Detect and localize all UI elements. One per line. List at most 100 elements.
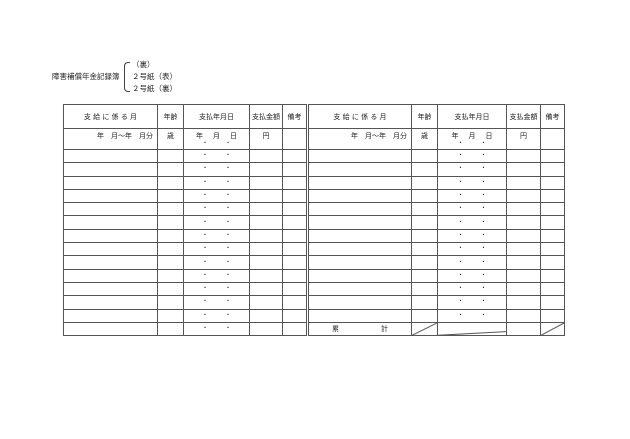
amount-cell xyxy=(249,308,283,323)
pay-date-cell: ・・ xyxy=(437,162,507,177)
month-cell xyxy=(306,148,412,164)
date-dot: ・ xyxy=(225,271,232,279)
date-dot: ・ xyxy=(225,192,232,200)
month-cell xyxy=(306,295,412,310)
remarks-cell xyxy=(540,295,565,310)
caption-item: ２号紙（裏） xyxy=(132,84,177,93)
remarks-cell xyxy=(540,255,565,270)
amount-cell xyxy=(249,188,283,204)
unit-amount: 円 xyxy=(506,128,541,150)
amount-cell xyxy=(249,215,283,230)
pay-date-cell: ・・ xyxy=(437,308,507,323)
pay-date-cell: ・・ xyxy=(183,202,250,217)
diagonal-strike xyxy=(412,323,437,335)
remarks-cell xyxy=(540,128,565,150)
pay-date-cell: ・・ xyxy=(183,188,250,204)
date-dot: ・ xyxy=(225,231,232,239)
pay-date-cell: ・・ xyxy=(183,228,250,244)
caption-title: 障害補償年金記録簿 xyxy=(52,72,120,81)
amount-cell xyxy=(506,255,541,270)
age-total-strike xyxy=(411,321,438,337)
date-dot: ・ xyxy=(225,140,232,147)
amount-cell xyxy=(506,175,541,190)
table-row: ・・・・ xyxy=(63,175,565,190)
date-dot: ・ xyxy=(480,165,487,173)
month-cell xyxy=(306,175,412,190)
unit-age: 歳 xyxy=(157,128,184,150)
date-dot: ・ xyxy=(201,192,208,200)
date-dot: ・ xyxy=(480,271,487,279)
remarks-cell xyxy=(282,148,308,164)
remarks-cell xyxy=(540,242,565,257)
date-dot: ・ xyxy=(457,298,464,306)
remarks-cell xyxy=(282,242,308,257)
header-remarks: 備考 xyxy=(282,104,308,129)
month-cell xyxy=(306,281,412,297)
remarks-cell xyxy=(282,188,308,204)
pay-date-cell: ・・ xyxy=(437,268,507,283)
table-row: ・・・・ xyxy=(63,242,565,257)
date-dot: ・ xyxy=(480,205,487,213)
date-dot: ・ xyxy=(225,218,232,226)
date-dot: ・ xyxy=(480,218,487,226)
amount-cell xyxy=(506,202,541,217)
date-dot: ・ xyxy=(201,140,208,147)
table-row: ・・・・ xyxy=(63,215,565,230)
header-month: 支 給 に 係 る 月 xyxy=(306,104,412,129)
date-dot: ・ xyxy=(457,178,464,186)
date-dot: ・ xyxy=(201,271,208,279)
amount-cell xyxy=(249,202,283,217)
month-cell xyxy=(63,188,158,204)
amount-cell xyxy=(249,281,283,297)
age-cell xyxy=(157,268,184,283)
month-cell xyxy=(63,281,158,297)
amount-cell xyxy=(506,188,541,204)
age-cell xyxy=(157,188,184,204)
brace xyxy=(124,62,130,92)
age-cell xyxy=(157,255,184,270)
remarks-cell xyxy=(282,281,308,297)
amount-cell xyxy=(506,281,541,297)
age-cell xyxy=(411,281,438,297)
diagonal-strike xyxy=(541,323,564,335)
date-dot: ・ xyxy=(457,152,464,160)
remarks-cell xyxy=(540,228,565,244)
unit-date-part: 月 xyxy=(468,132,476,140)
date-dot: ・ xyxy=(225,152,232,160)
pay-date-cell: ・・ xyxy=(183,148,250,164)
date-dot: ・ xyxy=(480,245,487,253)
date-dot: ・ xyxy=(457,245,464,253)
amount-cell xyxy=(506,268,541,283)
date-dot: ・ xyxy=(201,325,208,332)
month-cell xyxy=(63,268,158,283)
unit-date-part: 日 xyxy=(230,132,237,140)
unit-month: 年 月〜年 月分 xyxy=(306,128,412,150)
date-dot: ・ xyxy=(225,178,232,186)
age-cell xyxy=(411,308,438,323)
amount-cell xyxy=(506,242,541,257)
amount-cell xyxy=(506,308,541,323)
remarks-cell xyxy=(282,175,308,190)
amount-cell xyxy=(506,228,541,244)
header-remarks: 備考 xyxy=(540,104,565,129)
age-cell xyxy=(411,148,438,164)
caption-item: ２号紙（表） xyxy=(132,72,177,81)
remarks-cell xyxy=(540,148,565,164)
remarks-cell xyxy=(282,295,308,310)
diagonal-strike xyxy=(438,323,506,335)
date-dot: ・ xyxy=(480,258,487,266)
amount-cell xyxy=(506,162,541,177)
pay-date-cell: ・・ xyxy=(437,255,507,270)
date-dot: ・ xyxy=(457,311,464,319)
date-dot: ・ xyxy=(201,205,208,213)
date-dot: ・ xyxy=(225,325,232,332)
date-dot: ・ xyxy=(480,285,487,293)
caption-item: （裏） xyxy=(132,60,155,69)
pay-date-cell: ・・ xyxy=(437,175,507,190)
amount-cell xyxy=(249,148,283,164)
date-dot: ・ xyxy=(457,258,464,266)
pay-date-cell: ・・ xyxy=(183,295,250,310)
month-cell xyxy=(63,202,158,217)
remarks-cell xyxy=(540,202,565,217)
unit-date-part: 年 xyxy=(196,132,203,140)
